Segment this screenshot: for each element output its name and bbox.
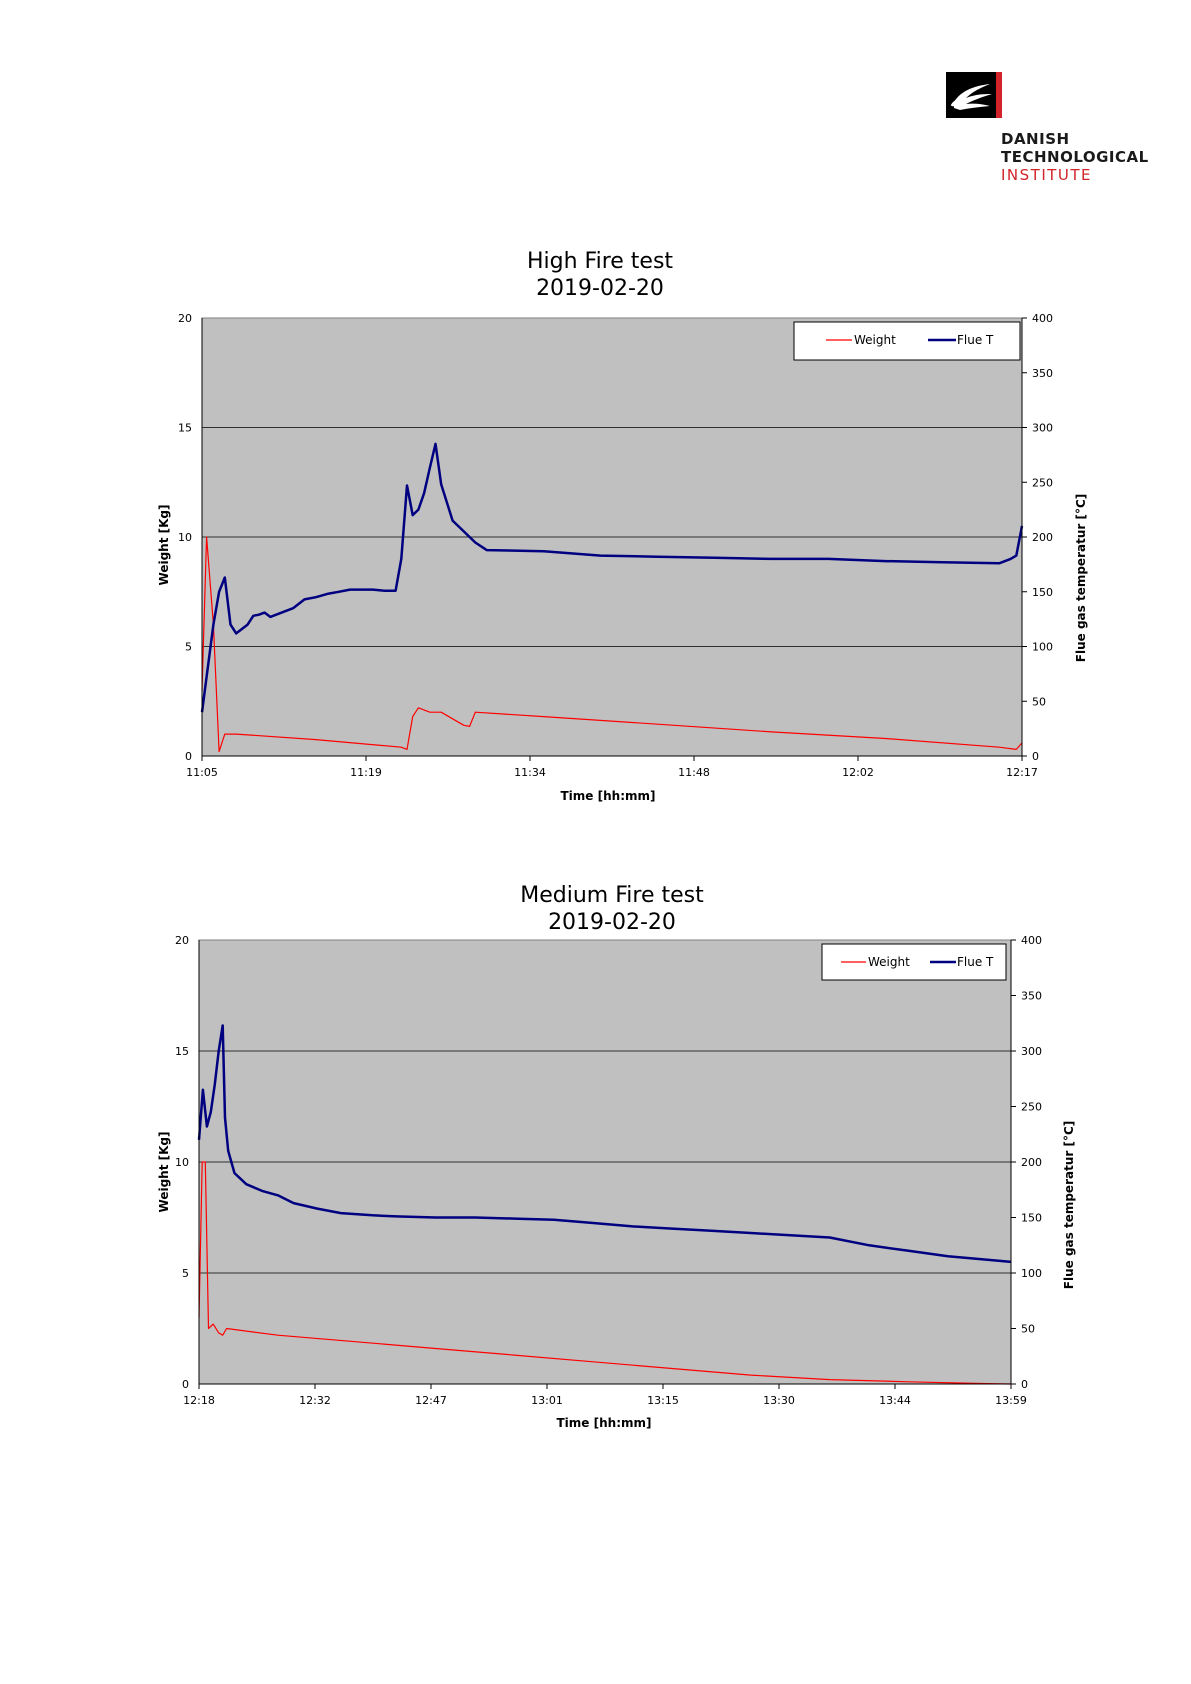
right-tick-label: 350 [1032,367,1053,380]
legend-box [793,321,1021,361]
flue-temperature-series-line [197,1024,1012,1264]
right-tick-label: 250 [1021,1101,1042,1114]
series-lines [197,1024,1012,1385]
right-axis-ticks: 0 50 100 150 200 250 300 350 400 [1022,312,1053,763]
x-tick-label: 12:17 [1006,766,1038,779]
x-tick-label: 12:47 [415,1394,447,1407]
dti-logo: DANISH TECHNOLOGICAL INSTITUTE [946,72,1176,192]
chart-title-line-1: Medium Fire test [520,883,704,908]
x-tick-label: 12:02 [842,766,874,779]
left-tick-label: 15 [175,1045,189,1058]
y-axis-right-label: Flue gas temperatur [°C] [1062,1121,1076,1289]
chart-title-line-1: High Fire test [527,249,673,274]
left-axis-ticks: 0 5 10 15 20 [175,934,189,1391]
grid-lines [202,427,1022,647]
legend: Weight Flue T [793,321,1021,361]
right-tick-label: 350 [1021,990,1042,1003]
legend-flue-label: Flue T [957,955,994,969]
right-tick-label: 400 [1032,312,1053,325]
right-tick-label: 100 [1021,1267,1042,1280]
left-tick-label: 10 [178,531,192,544]
x-tick-label: 13:59 [995,1394,1027,1407]
right-tick-label: 100 [1032,641,1053,654]
x-tick-label: 13:15 [647,1394,679,1407]
right-tick-label: 150 [1021,1212,1042,1225]
x-axis-label: Time [hh:mm] [561,789,656,803]
logo-text-line-1: DANISH [1001,130,1070,148]
flue-temperature-series-line [200,442,1024,713]
right-tick-label: 300 [1032,422,1053,435]
x-tick-label: 13:01 [531,1394,563,1407]
legend: Weight Flue T [821,943,1007,981]
right-tick-label: 0 [1032,750,1039,763]
x-tick-label: 11:05 [186,766,218,779]
left-axis-ticks: 0 5 10 15 20 [178,312,192,763]
x-axis-ticks: 12:18 12:32 12:47 13:01 13:15 13:30 13:44 13:59 [183,1384,1027,1407]
left-tick-label: 10 [175,1156,189,1169]
x-tick-label: 13:44 [879,1394,911,1407]
y-axis-left-label: Weight [Kg] [157,505,171,586]
x-axis-label: Time [hh:mm] [557,1416,652,1430]
weight-series-line [198,1161,1012,1385]
right-tick-label: 0 [1021,1378,1028,1391]
left-tick-label: 0 [182,1378,189,1391]
legend-flue-label: Flue T [957,333,994,347]
x-axis-ticks: 11:05 11:19 11:34 11:48 12:02 12:17 [186,756,1038,779]
series-lines [200,442,1024,753]
right-axis-ticks: 0 50 100 150 200 250 300 350 400 [1011,934,1042,1391]
right-tick-label: 400 [1021,934,1042,947]
left-tick-label: 15 [178,422,192,435]
right-tick-label: 300 [1021,1045,1042,1058]
legend-weight-label: Weight [868,955,910,969]
x-tick-label: 11:48 [678,766,710,779]
dti-hand-logo-icon [946,72,996,118]
x-tick-label: 13:30 [763,1394,795,1407]
right-tick-label: 50 [1021,1323,1035,1336]
weight-series-line [201,536,1023,753]
y-axis-right-label: Flue gas temperatur [°C] [1074,494,1088,662]
left-tick-label: 20 [178,312,192,325]
right-tick-label: 50 [1032,695,1046,708]
grid-lines [199,1050,1011,1274]
x-tick-label: 11:34 [514,766,546,779]
chart-title-line-2: 2019-02-20 [536,276,664,301]
right-tick-label: 150 [1032,586,1053,599]
legend-weight-label: Weight [854,333,896,347]
chart-title-line-2: 2019-02-20 [548,910,676,935]
left-tick-label: 0 [185,750,192,763]
logo-text-line-3: INSTITUTE [1001,166,1093,184]
left-tick-label: 5 [182,1267,189,1280]
right-tick-label: 250 [1032,476,1053,489]
x-tick-label: 12:32 [299,1394,331,1407]
medium-fire-chart: Medium Fire test 2019-02-20 0 5 10 15 20 0 50… [157,883,1076,1430]
logo-red-bar [996,72,1002,118]
logo-text-line-2: TECHNOLOGICAL [1001,148,1149,166]
left-tick-label: 5 [185,641,192,654]
right-tick-label: 200 [1021,1156,1042,1169]
right-tick-label: 200 [1032,531,1053,544]
x-tick-label: 11:19 [350,766,382,779]
high-fire-chart: High Fire test 2019-02-20 0 5 10 15 20 0 50 10… [157,249,1088,803]
y-axis-left-label: Weight [Kg] [157,1132,171,1213]
left-tick-label: 20 [175,934,189,947]
x-tick-label: 12:18 [183,1394,215,1407]
